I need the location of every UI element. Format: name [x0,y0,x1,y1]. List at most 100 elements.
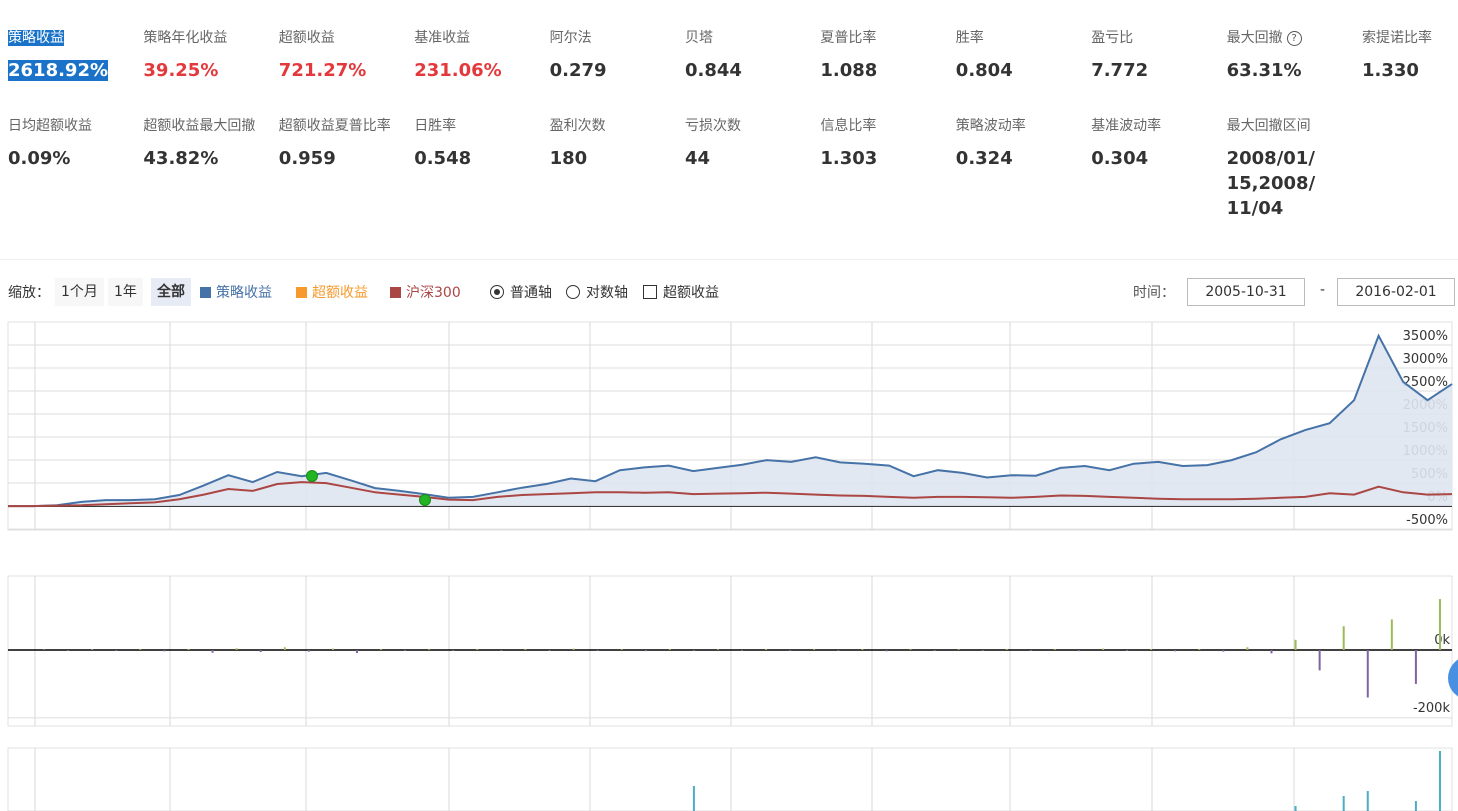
stat: 基准收益 231.06% [414,28,542,83]
zoom-button[interactable]: 全部 [151,278,191,306]
stat-value: 39.25% [143,58,238,83]
stat-label: 最大回撤? [1227,28,1355,48]
bar [572,648,575,650]
stat-label: 信息比率 [820,116,948,136]
stat: 日胜率 0.548 [414,116,542,171]
bar [957,649,960,650]
bar [861,648,864,650]
stat-value: 0.548 [414,146,509,171]
bar [1174,649,1177,652]
y-tick-label: 3000% [1403,352,1448,367]
checkbox-box [643,285,657,299]
stat-label-text: 日胜率 [414,118,457,134]
toolbar: 缩放： 1个月 1年 全部 策略收益 超额收益 沪深300 普通轴 对数轴 超额… [0,278,1458,306]
stat-label-text: 策略波动率 [955,118,1026,134]
stat-value: 44 [685,146,780,171]
y-tick-label: 3500% [1403,329,1448,344]
bar [668,648,671,650]
stat-value: 180 [550,146,645,171]
bar [1270,649,1273,654]
radio[interactable]: 普通轴 [490,282,552,302]
bar [1342,796,1345,811]
stat-label-text: 日均超额收益 [8,118,92,134]
legend-item[interactable]: 沪深300 [390,282,461,302]
stat-value-text: 39.25% [143,60,219,81]
stat: 盈亏比 7.772 [1091,28,1219,83]
legend-swatch [296,287,307,298]
bar [548,649,551,651]
stat-label: 策略年化收益 [143,28,271,48]
stat-value-text: 1.330 [1362,60,1419,81]
stat-label: 策略收益 [8,28,136,48]
stat: 信息比率 1.303 [820,116,948,171]
bar [355,649,358,654]
stat-label-text: 贝塔 [685,30,713,46]
stat-label: 日胜率 [414,116,542,136]
line [8,333,1453,508]
stat-value: 7.772 [1091,58,1186,83]
zoom-label: 缩放： [8,285,50,301]
stat-label: 夏普比率 [820,28,948,48]
bar [981,649,984,651]
legend-item[interactable]: 超额收益 [296,282,368,302]
stat-label-text: 亏损次数 [685,118,741,134]
stat-value-text: 0.324 [955,148,1013,169]
stat-value: 2618.92% [8,58,136,83]
stat-label-text: 最大回撤 [1226,30,1283,46]
charts: 3500%3000%2500%2000%1500%1000%500%0%-500… [7,321,1458,811]
stat-value-text: 0.304 [1091,148,1149,169]
stat-value-text: 2618.92% [8,60,109,81]
date-input[interactable]: 2005-10-31 [1187,278,1305,306]
bar [1438,599,1441,650]
radio-label: 普通轴 [510,285,552,301]
stat-value-text: 0.804 [955,60,1013,81]
stat-label-text: 超额收益 [278,30,335,46]
legend-text: 沪深300 [406,285,461,301]
scroll-handle [1448,659,1458,697]
stat-value-text: 0.548 [414,148,472,169]
legend-swatch [390,287,401,298]
checkbox-label: 超额收益 [663,285,719,301]
bar [909,649,912,650]
stat-value-text: 1.088 [820,60,878,81]
y-tick-label: 0k [1434,633,1450,648]
legend-item[interactable]: 策略收益 [200,282,272,302]
stat-label: 超额收益最大回撤 [143,116,271,136]
stat: 策略年化收益 39.25% [143,28,271,83]
checkbox[interactable]: 超额收益 [643,282,719,302]
stat-value: 0.09% [8,146,103,171]
stat: 策略波动率 0.324 [956,116,1084,171]
bar [933,649,936,651]
zoom-button[interactable]: 1个月 [55,278,104,306]
stat-value-text: 0.844 [685,60,742,81]
help-icon[interactable]: ? [1286,30,1302,46]
bar [1318,649,1321,671]
radio-dot [490,285,504,299]
bar [885,649,888,652]
time-label: 时间： [1133,285,1175,301]
stat-value-text: 7.772 [1091,60,1149,81]
bar [620,649,623,650]
stat-label-text: 阿尔法 [549,30,592,46]
stat-value-text: 231.06% [414,60,502,81]
zoom-button[interactable]: 1年 [108,278,143,306]
date-input[interactable]: 2016-02-01 [1337,278,1455,306]
bar [235,648,238,650]
legend-swatch [200,287,211,298]
stat-label: 胜率 [956,28,1084,48]
stat-value-text: 0.09% [8,148,71,169]
stat-label: 基准波动率 [1091,116,1219,136]
stat-value-text: 180 [549,148,588,169]
bar [1390,619,1393,650]
stat-value: 1.303 [820,146,915,171]
bar [1366,649,1369,698]
stat-label-text: 胜率 [955,30,984,46]
stat-value: 63.31% [1227,58,1322,83]
bar [1126,649,1129,651]
stat-label: 基准收益 [414,28,542,48]
bar [91,649,94,650]
radio[interactable]: 对数轴 [566,282,628,302]
bar [380,648,383,650]
bar [428,649,431,650]
bar [741,649,744,651]
